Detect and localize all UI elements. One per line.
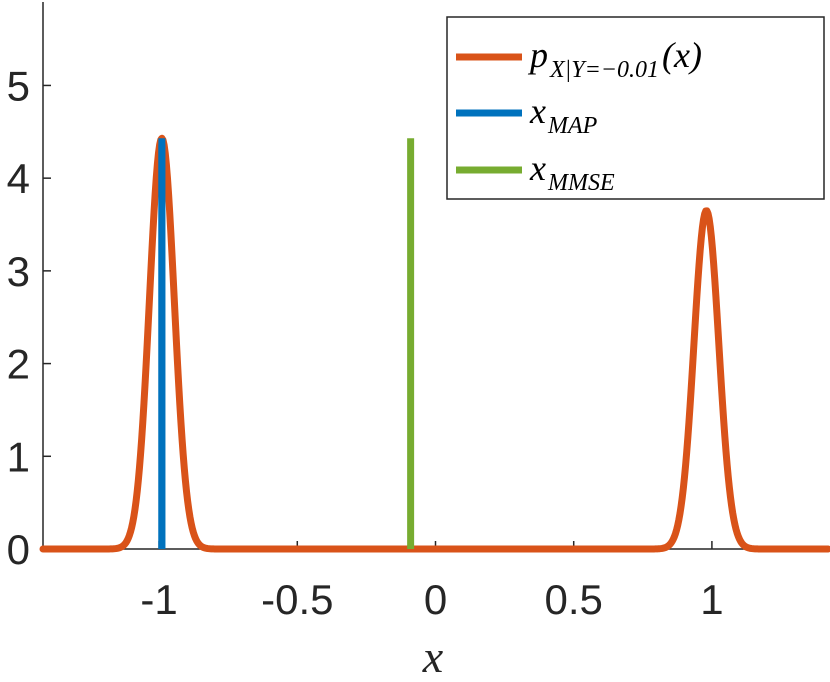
y-tick-label: 2 [7, 341, 30, 388]
y-tick-label: 4 [7, 155, 30, 202]
x-tick-label: 0.5 [545, 576, 603, 623]
y-tick-label: 0 [7, 526, 30, 573]
y-tick-label: 3 [7, 248, 30, 295]
x-tick-label: 0 [424, 576, 447, 623]
density-curve [39, 134, 830, 553]
y-tick-label: 5 [7, 62, 30, 109]
x-axis-label: x [422, 631, 444, 682]
x-tick-label: -1 [140, 576, 177, 623]
x-tick-label: -0.5 [261, 576, 333, 623]
axes: -1 -0.5 0 0.5 1 0 1 2 3 4 5 x [7, 2, 828, 682]
x-tick-label: 1 [700, 576, 723, 623]
chart-marks [39, 134, 830, 553]
y-tick-label: 1 [7, 433, 30, 480]
